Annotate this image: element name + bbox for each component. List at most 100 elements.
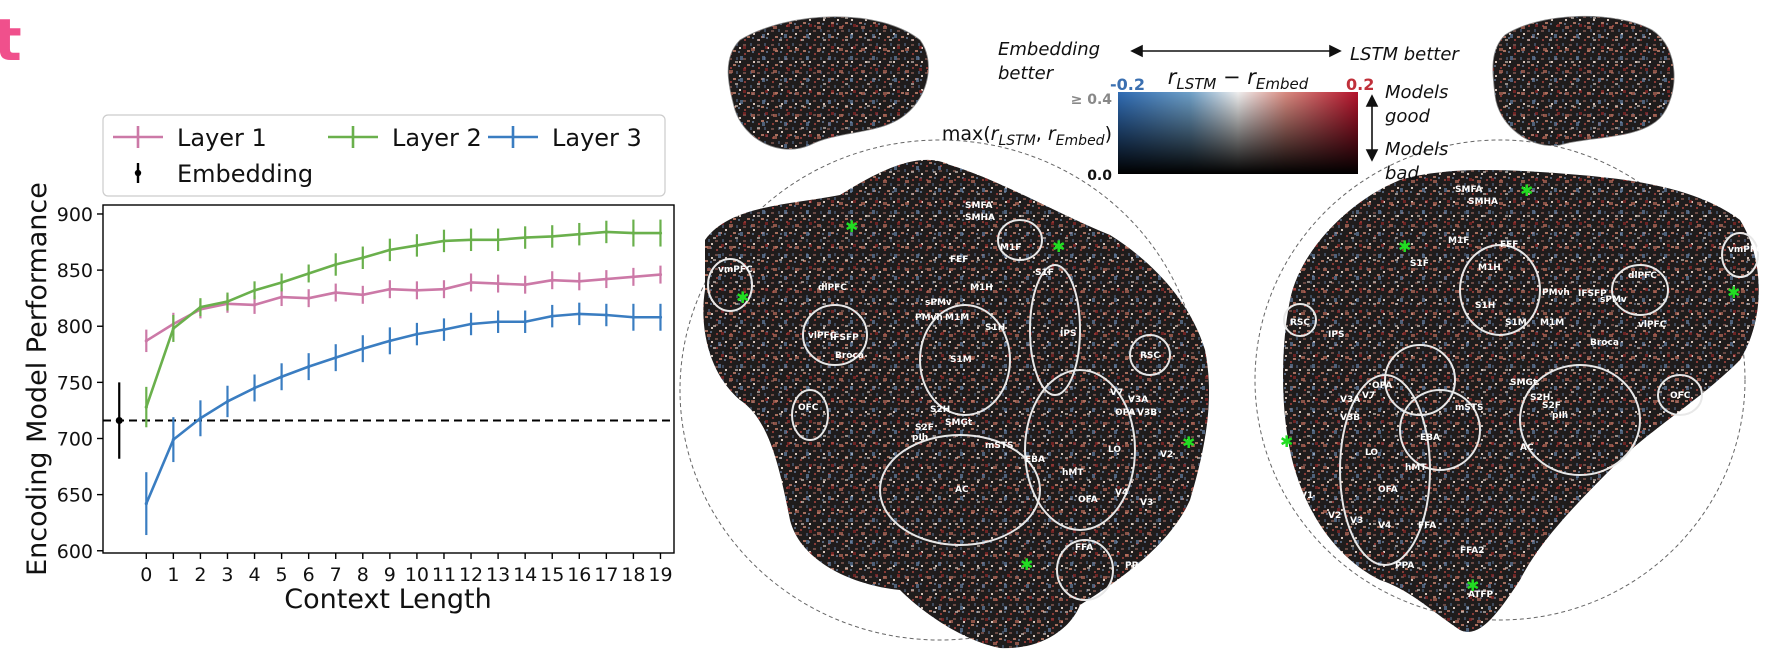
svg-text:✱: ✱ xyxy=(736,288,749,307)
roi-label: FFA xyxy=(1418,521,1436,531)
x-tick-label: 16 xyxy=(567,564,591,586)
roi-label: hMT xyxy=(1405,463,1427,473)
data-point xyxy=(469,238,473,242)
colorbar-xlabel-r1: r xyxy=(1168,65,1178,89)
roi-label: LO xyxy=(1365,448,1378,458)
roi-label: V4 xyxy=(1378,521,1391,531)
data-point xyxy=(388,287,392,291)
x-tick-label: 3 xyxy=(221,564,233,586)
colorbar-top-label: ≥ 0.4 xyxy=(1071,92,1113,108)
series-3 xyxy=(144,302,663,536)
data-point xyxy=(307,365,311,369)
data-point xyxy=(442,287,446,291)
data-point xyxy=(144,502,148,506)
data-point xyxy=(442,328,446,332)
x-tick-label: 15 xyxy=(540,564,564,586)
roi-label: FFA2 xyxy=(1460,546,1485,556)
x-tick-label: 19 xyxy=(648,564,672,586)
data-point xyxy=(171,326,175,331)
svg-text:✱: ✱ xyxy=(1052,237,1065,256)
roi-label: V3A xyxy=(1128,395,1148,405)
roi-label: vlPFC xyxy=(808,331,837,341)
roi-label: V3B xyxy=(1340,413,1360,423)
x-axis-ticks: 0 1 2 3 4 5 6 7 8 9 10 11 12 13 14 15 16 17 18 19 xyxy=(140,553,673,586)
right-flatmap-texture xyxy=(1283,170,1759,632)
roi-label: mSTS xyxy=(1455,403,1483,413)
roi-label: SMHA xyxy=(965,213,995,223)
brain-figure: vmPFC dlPFC vlPFC IFSFP Broca sPMv PMvh … xyxy=(679,15,1763,649)
data-point xyxy=(658,231,663,235)
roi-label: vlPFC xyxy=(1638,320,1667,330)
roi-label: V3 xyxy=(1350,516,1363,526)
x-tick-label: 12 xyxy=(459,564,483,586)
vertical-direction-arrow xyxy=(1365,94,1379,162)
models-good-label: Models good xyxy=(1385,82,1454,127)
roi-label: OPA xyxy=(1372,381,1392,391)
data-point xyxy=(523,235,527,240)
roi-label: vmPFC xyxy=(718,265,753,275)
data-point xyxy=(198,416,203,420)
roi-label: V7 xyxy=(1362,391,1375,401)
data-point xyxy=(334,356,338,360)
colorbar-min-label: -0.2 xyxy=(1110,75,1145,94)
models-good-line1: Models xyxy=(1385,82,1448,103)
data-point xyxy=(523,283,527,287)
roi-label: V3A xyxy=(1340,395,1360,405)
roi-label: SMHA xyxy=(1468,197,1498,207)
roi-label: SMFA xyxy=(965,201,993,211)
x-tick-label: 10 xyxy=(405,564,429,586)
y-axis-ticks: 600 650 700 750 800 850 900 xyxy=(57,204,103,563)
x-tick-label: 0 xyxy=(140,564,152,586)
roi-label: V3B xyxy=(1137,408,1157,418)
legend-item-layer2: Layer 2 xyxy=(328,124,482,152)
roi-label: SMFA xyxy=(1455,185,1483,195)
colorbar-ylabel-sub1: LSTM xyxy=(998,133,1035,149)
roi-label: V3 xyxy=(1140,498,1153,508)
models-bad-line2: bad xyxy=(1385,163,1419,184)
data-point xyxy=(144,339,148,343)
x-tick-label: 11 xyxy=(432,564,456,586)
data-point xyxy=(388,339,392,343)
right-roi-labels: SMFA SMHA M1F S1F FEF M1H S1H S1M M1M PM… xyxy=(1290,185,1763,600)
data-point xyxy=(550,278,554,282)
data-point xyxy=(361,293,365,297)
roi-label: IFSFP xyxy=(830,333,859,343)
roi-label: S2F xyxy=(1542,401,1561,411)
data-point xyxy=(577,312,581,316)
x-tick-label: 8 xyxy=(357,564,369,586)
data-point xyxy=(604,313,608,317)
data-point xyxy=(225,399,230,404)
roi-label: AC xyxy=(1520,443,1534,453)
data-point xyxy=(631,315,636,319)
embedding-point xyxy=(115,417,123,425)
data-point xyxy=(334,290,338,295)
roi-label: OFA xyxy=(1378,485,1398,495)
left-inflated-brain-texture xyxy=(728,16,929,150)
x-tick-label: 2 xyxy=(194,564,206,586)
roi-label: dlPFC xyxy=(818,283,847,293)
roi-label: FEF xyxy=(950,255,968,265)
data-point xyxy=(252,303,257,307)
data-point xyxy=(496,281,500,286)
x-tick-label: 9 xyxy=(384,564,396,586)
data-point xyxy=(577,232,581,236)
roi-label: M1H xyxy=(970,283,993,293)
data-point xyxy=(280,280,284,285)
svg-text:✱: ✱ xyxy=(1466,576,1479,595)
y-axis-label: Encoding Model Performance xyxy=(22,182,53,576)
left-roi-outlines xyxy=(707,219,1171,601)
colorbar-bottom-label: 0.0 xyxy=(1087,168,1112,184)
data-point xyxy=(523,320,527,324)
legend-item-layer3: Layer 3 xyxy=(488,124,642,152)
roi-label: AC xyxy=(955,485,969,495)
data-point xyxy=(496,238,500,242)
roi-label: pIh xyxy=(1552,411,1568,421)
data-point xyxy=(550,234,554,239)
x-tick-label: 13 xyxy=(486,564,510,586)
roi-label: hMT xyxy=(1062,468,1084,478)
roi-label: EBA xyxy=(1420,433,1440,443)
roi-label: Broca xyxy=(835,351,864,361)
series-line xyxy=(145,230,661,408)
models-bad-label: Models bad xyxy=(1385,139,1454,184)
